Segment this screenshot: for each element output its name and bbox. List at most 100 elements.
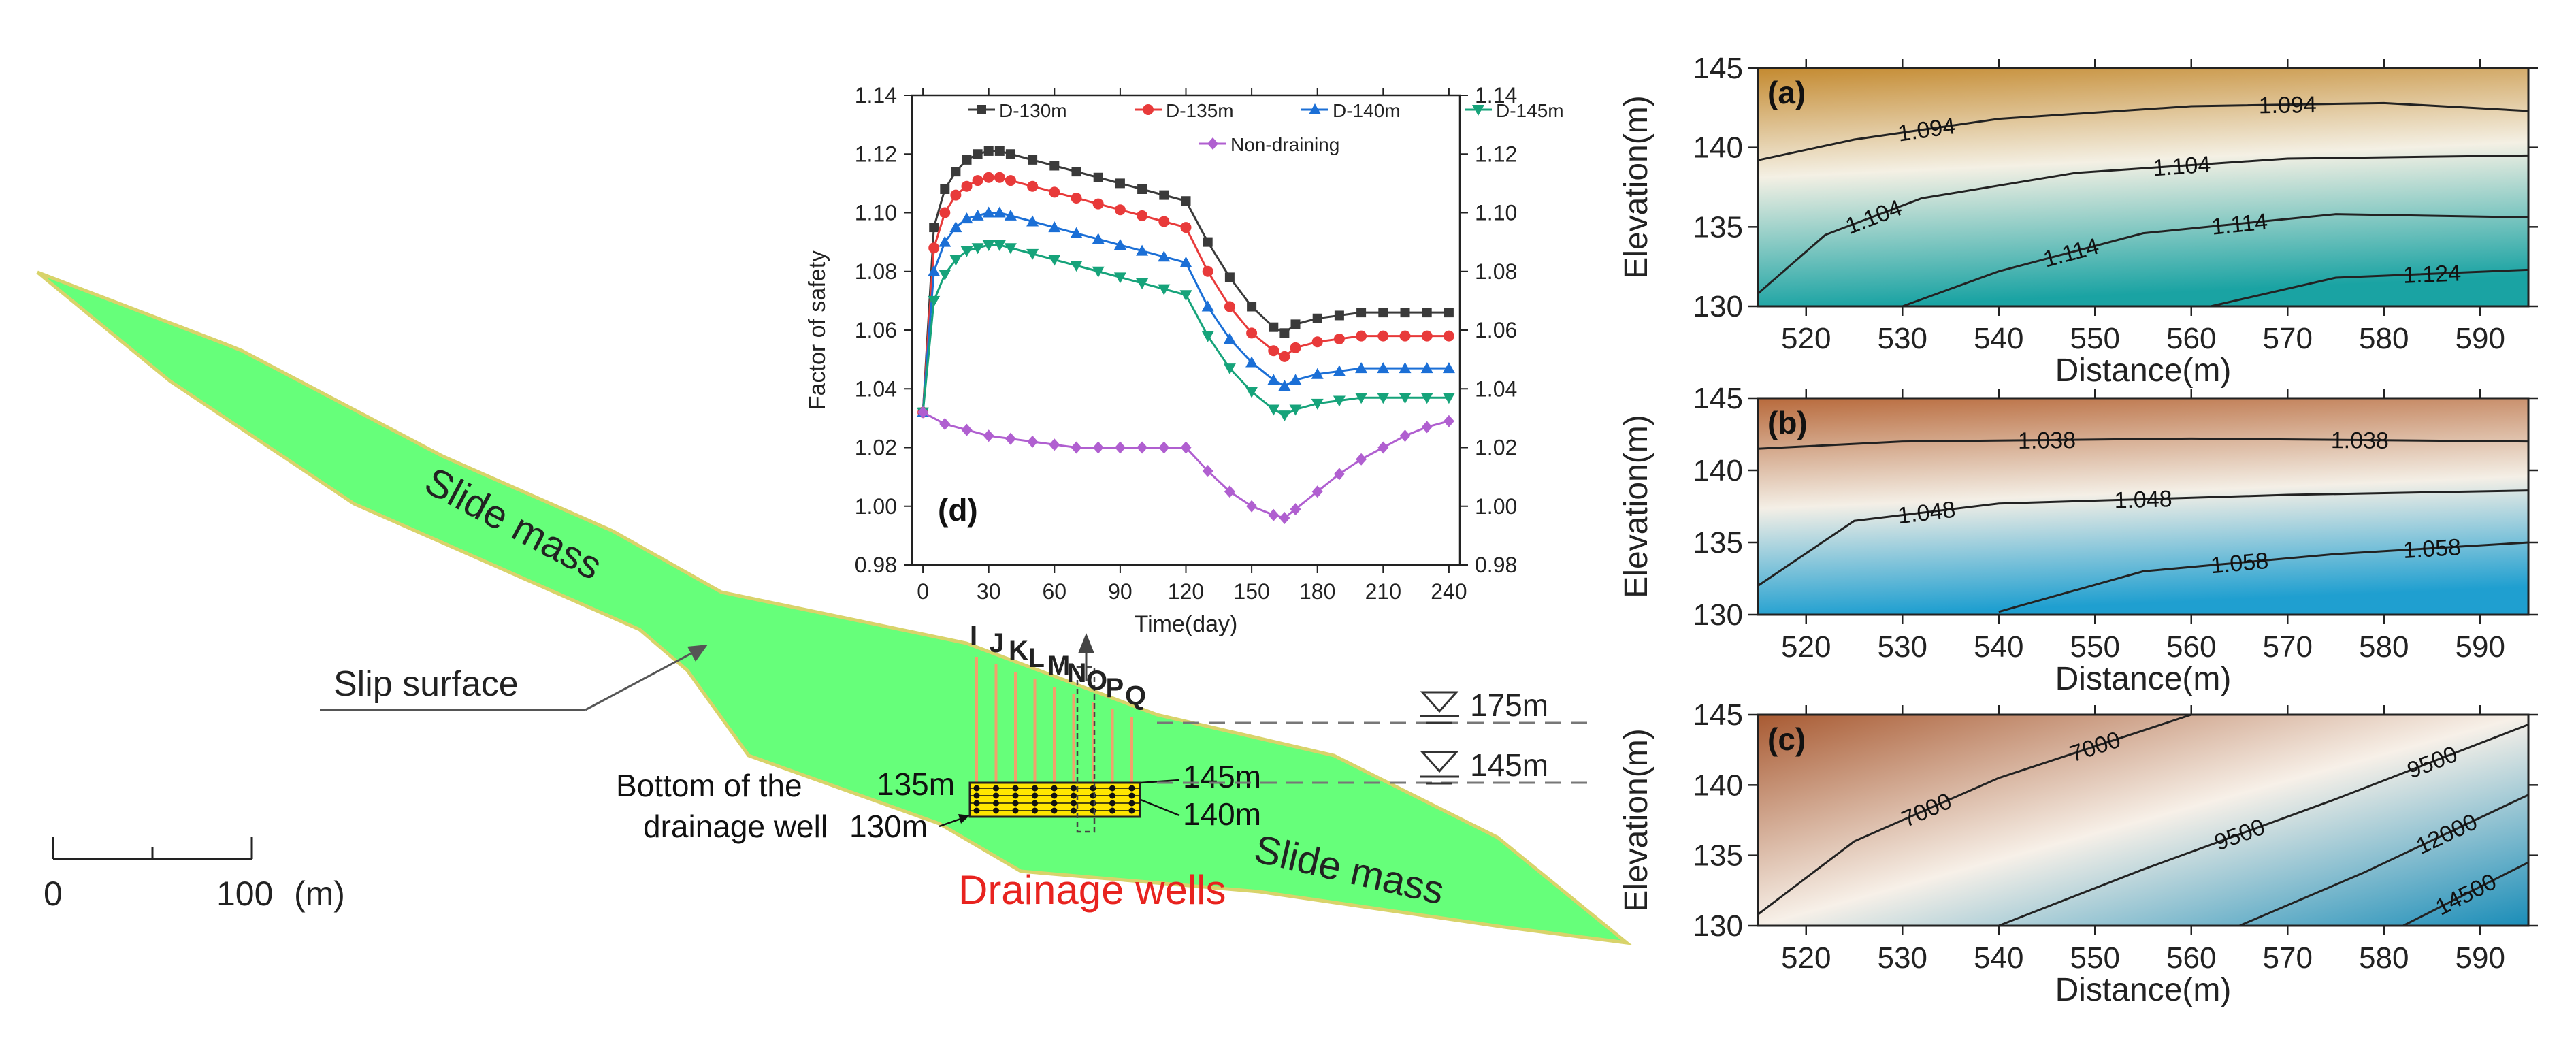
chart-d-marker	[1137, 210, 1148, 221]
chart-d-marker	[1278, 410, 1291, 422]
contour-b-y-tick-label: 135	[1693, 526, 1743, 559]
chart-d-y-tick-label-right: 1.08	[1475, 259, 1517, 284]
chart-d-y-tick-label: 1.06	[855, 318, 897, 342]
depth-label-135: 135m	[877, 766, 955, 802]
water-level-175-symbol	[1420, 691, 1459, 724]
chart-d-marker	[1279, 328, 1290, 338]
chart-d-marker	[1093, 172, 1103, 182]
chart-d-marker	[1113, 238, 1126, 250]
chart-d-marker	[1224, 301, 1235, 312]
chart-d-marker	[1422, 308, 1432, 318]
contour-a-x-tick-label: 530	[1878, 322, 1927, 355]
chart-d-marker	[962, 155, 972, 165]
chart-d-marker	[1049, 161, 1060, 171]
chart-d-marker	[1181, 196, 1191, 206]
chart-d-series-d-140m	[917, 206, 1455, 417]
contour-c-x-tick-label: 550	[2070, 941, 2120, 975]
chart-d-marker	[993, 206, 1006, 218]
chart-d-marker	[982, 206, 995, 218]
chart-d-marker	[1071, 167, 1081, 177]
chart-d-marker	[971, 243, 984, 255]
chart-d-x-tick-label: 210	[1365, 579, 1401, 604]
chart-d-marker	[1442, 362, 1455, 374]
contour-a-line	[1757, 154, 2529, 295]
contour-c-y-tick-label: 135	[1693, 839, 1743, 873]
chart-d-marker	[1443, 330, 1454, 342]
chart-d-marker	[950, 189, 962, 201]
contour-b-y-axis-title: Elevation(m)	[1618, 415, 1654, 598]
chart-d-marker	[939, 207, 951, 218]
chart-d-marker	[1421, 421, 1433, 434]
chart-d-y-tick-label-right: 1.02	[1475, 436, 1517, 460]
chart-d-marker	[994, 172, 1005, 183]
contour-b-x-tick-label: 570	[2263, 630, 2313, 664]
chart-d-marker	[1201, 300, 1214, 312]
contour-a-label: 1.114	[2211, 209, 2269, 240]
contour-a-panel-label: (a)	[1767, 75, 1806, 110]
contour-b-x-axis-title: Distance(m)	[2055, 661, 2232, 697]
chart-d-marker	[1224, 485, 1235, 498]
chart-d-marker	[1279, 512, 1290, 524]
chart-d-x-tick-label: 180	[1299, 579, 1335, 604]
contour-c-panel-label: (c)	[1767, 721, 1806, 757]
chart-d-x-tick-label: 90	[1108, 579, 1132, 604]
chart-d-marker	[1420, 362, 1433, 374]
slide-mass-body	[36, 270, 1633, 945]
chart-d-marker	[1269, 322, 1279, 332]
bottom-label-line1: Bottom of the	[616, 768, 802, 803]
chart-d-factor-of-safety: 0 30 60 90 120 150 180 210 240 0.98 0.98 1.00 1.00 1.…	[804, 83, 1564, 637]
chart-d-marker	[1070, 261, 1083, 272]
chart-d-y-tick-label: 1.10	[855, 201, 897, 225]
bottom-label-line2: drainage well	[643, 809, 828, 844]
chart-d-y-tick-label-right: 1.04	[1475, 376, 1517, 401]
chart-d-marker	[1026, 248, 1039, 260]
chart-d-marker	[1245, 356, 1258, 368]
chart-d-marker	[1289, 374, 1302, 385]
well-letter-label: I	[970, 621, 977, 651]
chart-d-x-tick-label: 120	[1168, 579, 1204, 604]
chart-d-marker	[961, 180, 973, 192]
chart-d-marker	[1092, 266, 1105, 278]
chart-d-marker	[1158, 216, 1170, 227]
contour-b-panel-label: (b)	[1767, 405, 1808, 440]
contour-c-line	[2402, 861, 2529, 927]
chart-d-marker	[929, 223, 939, 233]
chart-d-marker	[1444, 308, 1454, 318]
depth-label-130: 130m	[849, 809, 928, 844]
chart-d-series-d-145m	[917, 240, 1455, 422]
chart-d-marker	[1279, 351, 1290, 362]
chart-d-marker	[1180, 222, 1192, 233]
contour-b-line	[1998, 541, 2529, 613]
chart-d-marker	[917, 406, 929, 419]
chart-d-marker	[1143, 104, 1154, 115]
chart-d-marker	[1246, 327, 1258, 339]
chart-d-marker	[928, 242, 940, 254]
contour-c-frame	[1757, 713, 2530, 927]
chart-d-y-tick-label-right: 1.12	[1475, 142, 1517, 166]
chart-d-marker	[951, 167, 961, 177]
chart-d-marker	[1356, 453, 1367, 466]
chart-d-x-tick-label: 0	[917, 579, 929, 604]
chart-d-marker	[973, 149, 983, 159]
chart-d-marker	[1268, 508, 1279, 521]
well-letter-label: N	[1067, 658, 1087, 688]
depth-label-140: 140m	[1183, 796, 1261, 832]
scale-hundred-label: 100	[216, 875, 273, 913]
chart-d-marker	[993, 240, 1006, 251]
chart-d-y-tick-label-right: 0.98	[1475, 553, 1517, 577]
chart-d-marker	[1113, 272, 1126, 284]
chart-d-marker	[1005, 149, 1015, 159]
contour-a-y-tick-label: 130	[1693, 290, 1743, 323]
chart-d-y-tick-label: 1.00	[855, 494, 897, 519]
chart-d-marker	[1334, 310, 1344, 321]
contour-a-frame	[1757, 67, 2530, 308]
chart-d-marker	[1377, 441, 1389, 454]
chart-d-marker	[1399, 393, 1412, 404]
contour-c-x-tick-label: 570	[2263, 941, 2313, 975]
chart-d-marker	[1356, 330, 1367, 342]
contour-c-x-tick-label: 530	[1878, 941, 1927, 975]
contour-a-x-tick-label: 560	[2166, 322, 2216, 355]
contour-b-label: 1.058	[2402, 534, 2462, 564]
chart-d-marker	[1158, 441, 1170, 454]
chart-d-series-d-130m	[918, 146, 1454, 417]
